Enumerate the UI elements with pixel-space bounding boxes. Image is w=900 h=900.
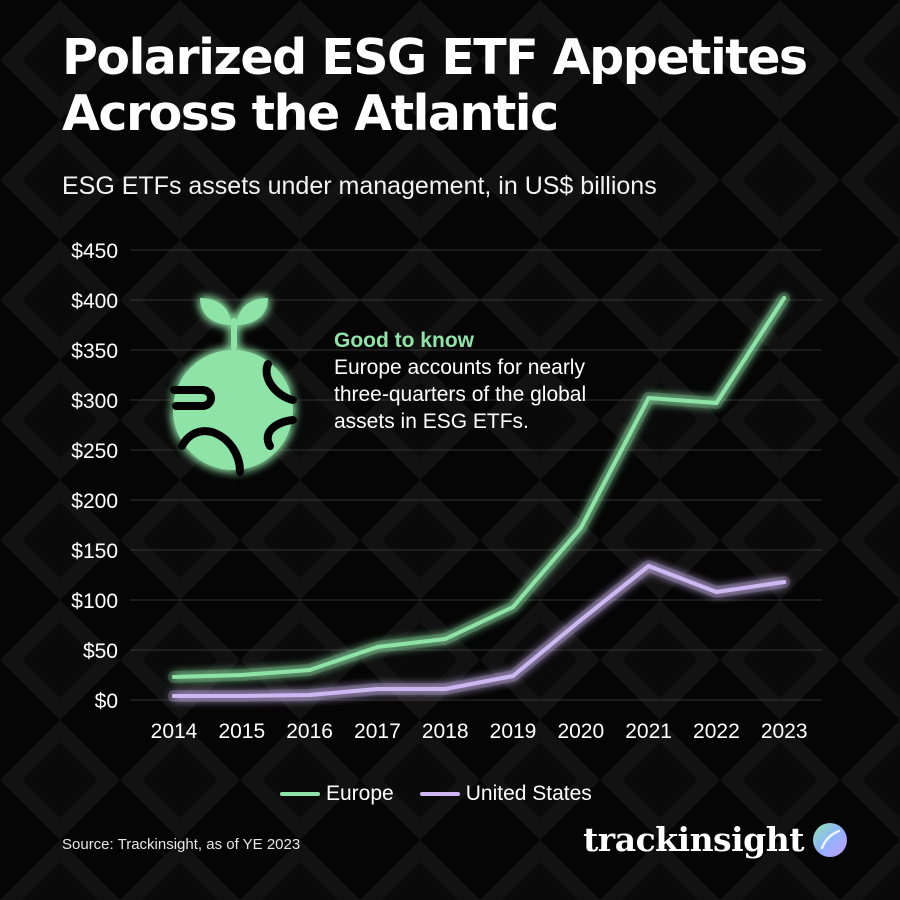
y-tick-label: $100 bbox=[71, 590, 118, 613]
data-point bbox=[239, 694, 244, 698]
series-europe bbox=[168, 292, 791, 683]
y-tick-label: $50 bbox=[83, 640, 118, 663]
data-point bbox=[511, 674, 515, 678]
x-tick-label: 2014 bbox=[151, 720, 198, 743]
trackinsight-logo-icon bbox=[813, 822, 847, 857]
legend-swatch-europe bbox=[280, 792, 320, 796]
data-point bbox=[375, 687, 380, 691]
x-tick-label: 2016 bbox=[286, 720, 333, 743]
callout-box: Good to know Europe accounts for nearly … bbox=[334, 327, 634, 435]
legend-label-europe: Europe bbox=[326, 782, 394, 805]
series-united-states bbox=[168, 560, 791, 702]
series-line bbox=[172, 296, 787, 679]
y-tick-label: $300 bbox=[71, 390, 118, 413]
x-tick-label: 2019 bbox=[490, 720, 537, 743]
brand: trackinsight bbox=[583, 820, 848, 859]
legend-swatch-united-states bbox=[419, 792, 460, 796]
x-tick-label: 2018 bbox=[422, 720, 469, 743]
y-axis-ticks: $0 $50 $100 $150 $200 $250 $300 $350 $400 $450 bbox=[71, 240, 118, 713]
grid bbox=[130, 249, 822, 701]
x-tick-label: 2022 bbox=[693, 720, 740, 743]
data-point bbox=[307, 693, 312, 697]
chart-title: Polarized ESG ETF Appetites Across the A… bbox=[62, 29, 808, 142]
y-tick-label: $200 bbox=[71, 490, 118, 513]
data-point bbox=[172, 694, 176, 698]
legend-label-united-states: United States bbox=[465, 782, 592, 805]
source-note: Source: Trackinsight, as of YE 2023 bbox=[62, 836, 301, 853]
y-tick-label: $450 bbox=[71, 240, 118, 263]
data-point bbox=[443, 637, 448, 641]
data-point bbox=[443, 687, 448, 691]
legend-item-united-states: United States bbox=[419, 782, 592, 806]
globe-sprout-icon bbox=[170, 298, 297, 476]
data-point bbox=[782, 296, 787, 300]
data-point bbox=[714, 590, 719, 594]
data-point bbox=[578, 526, 583, 530]
data-point bbox=[714, 401, 719, 405]
x-tick-label: 2017 bbox=[354, 720, 401, 743]
series bbox=[168, 292, 791, 702]
x-tick-label: 2020 bbox=[557, 720, 604, 743]
y-tick-label: $400 bbox=[71, 290, 118, 313]
data-point bbox=[375, 645, 380, 649]
y-tick-label: $150 bbox=[71, 540, 118, 563]
legend: Europe United States bbox=[280, 782, 618, 806]
brand-name: trackinsight bbox=[583, 820, 804, 859]
data-point bbox=[646, 396, 651, 400]
y-tick-label: $0 bbox=[95, 690, 118, 713]
series-line bbox=[172, 564, 787, 698]
x-tick-label: 2023 bbox=[761, 720, 808, 743]
data-point bbox=[172, 675, 176, 679]
callout-title: Good to know bbox=[334, 329, 474, 352]
x-axis-ticks: 2014 2015 2016 2017 2018 2019 2020 2021 2022 2023 bbox=[151, 720, 808, 743]
callout-body: Europe accounts for nearly three-quarter… bbox=[334, 356, 587, 433]
data-point bbox=[646, 564, 651, 568]
data-point bbox=[782, 580, 787, 584]
chart-subtitle: ESG ETFs assets under management, in US$… bbox=[62, 172, 657, 200]
legend-item-europe: Europe bbox=[280, 782, 394, 806]
x-tick-label: 2015 bbox=[218, 720, 265, 743]
y-tick-label: $350 bbox=[71, 340, 118, 363]
data-point bbox=[511, 605, 515, 609]
data-point bbox=[239, 673, 244, 677]
x-tick-label: 2021 bbox=[625, 720, 672, 743]
data-point bbox=[307, 668, 312, 672]
data-point bbox=[578, 618, 583, 622]
y-tick-label: $250 bbox=[71, 440, 118, 463]
